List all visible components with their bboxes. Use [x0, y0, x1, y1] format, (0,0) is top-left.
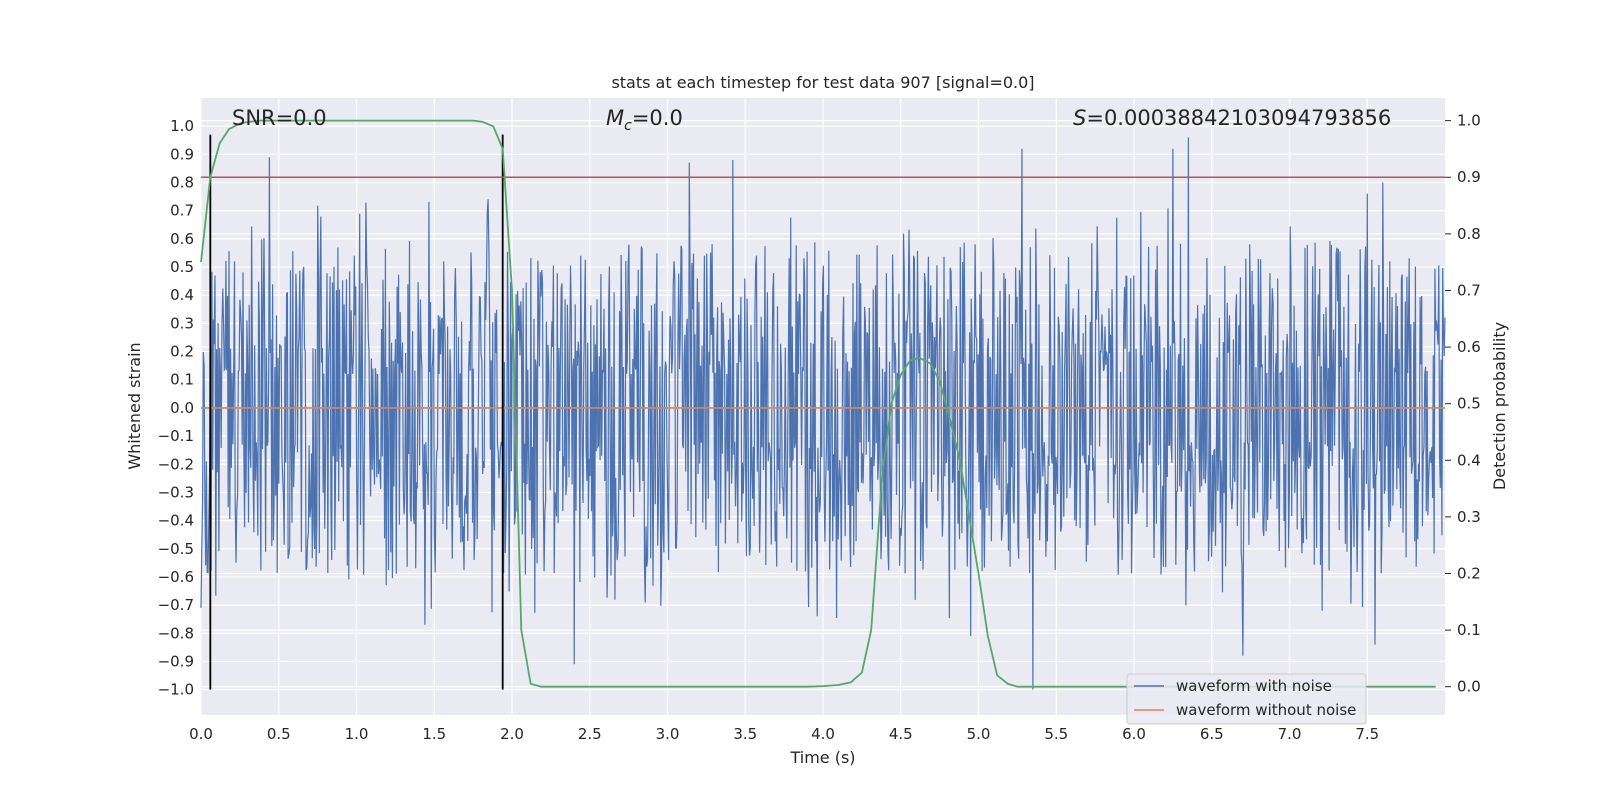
y-tick-label: −0.9: [158, 652, 194, 670]
x-tick-label: 0.0: [189, 725, 213, 743]
probability-line: [200, 119, 1436, 688]
x-tick-label: 2.0: [500, 725, 524, 743]
y-axis-label: Whitened strain: [125, 342, 144, 469]
y-tick-label: −0.8: [158, 624, 194, 642]
x-tick-label: 3.0: [656, 725, 680, 743]
y-tick-label: −1.0: [158, 681, 194, 699]
x-tick-label: 2.5: [578, 725, 602, 743]
y-tick-label: −0.7: [158, 596, 194, 614]
x-tick-label: 5.0: [967, 725, 991, 743]
legend-box: [1126, 673, 1367, 725]
x-tick-label: 6.0: [1122, 725, 1146, 743]
y2-tick-label: 0.9: [1457, 168, 1481, 186]
snr-annotation: SNR=0.0: [232, 106, 327, 130]
x-tick-label: 7.5: [1355, 725, 1379, 743]
score-annotation: S=0.00038842103094793856: [1073, 106, 1391, 130]
x-tick-label: 1.0: [345, 725, 369, 743]
y-tick-label: 0.5: [170, 258, 194, 276]
chirp-mass-symbol: M: [606, 106, 624, 130]
x-tick-label: 6.5: [1200, 725, 1224, 743]
y-tick-label: 1.0: [170, 117, 194, 135]
x-tick-label: 4.5: [889, 725, 913, 743]
y-axis-ticks: 1.0 0.9 0.8 0.7 0.6 0.5 0.4 0.3 0.2 0.1 0.0 −0.1 −0.…: [158, 117, 194, 698]
y-tick-label: −0.2: [158, 455, 194, 473]
x-tick-label: 7.0: [1278, 725, 1302, 743]
x-axis-label: Time (s): [789, 748, 855, 767]
chart-title: stats at each timestep for test data 907…: [611, 73, 1034, 92]
x-axis-ticks: 0.0 0.5 1.0 1.5 2.0 2.5 3.0 3.5 4.0 4.5 5.0 5.5 6.0 6…: [189, 725, 1379, 743]
y-tick-label: 0.6: [170, 230, 194, 248]
y2-tick-label: 0.7: [1457, 281, 1481, 299]
y2-tick-label: 0.6: [1457, 338, 1481, 356]
chirp-mass-value: =0.0: [632, 106, 683, 130]
chirp-mass-subscript: c: [624, 118, 632, 134]
y2-axis-ticks: 1.0 0.9 0.8 0.7 0.6 0.5 0.4 0.3 0.2 0.1 0.0: [1445, 112, 1481, 696]
y2-tick-label: 0.4: [1457, 451, 1481, 469]
y-tick-label: −0.3: [158, 483, 194, 501]
series-waveform-with-noise: [200, 137, 1446, 690]
y2-tick-label: 0.8: [1457, 225, 1481, 243]
score-value: =0.00038842103094793856: [1086, 106, 1391, 130]
y-tick-label: 0.1: [170, 371, 194, 389]
y2-tick-label: 0.2: [1457, 564, 1481, 582]
x-tick-label: 1.5: [422, 725, 446, 743]
vertical-markers: [209, 134, 504, 690]
y-tick-label: 0.0: [170, 399, 194, 417]
score-symbol: S: [1073, 106, 1086, 130]
y2-axis-label: Detection probability: [1490, 322, 1509, 490]
x-tick-label: 4.0: [811, 725, 835, 743]
legend-label-noise: waveform with noise: [1176, 677, 1332, 695]
y-tick-label: −0.5: [158, 540, 194, 558]
y-tick-label: 0.9: [170, 145, 194, 163]
y-tick-label: 0.7: [170, 202, 194, 220]
y2-tick-label: 0.5: [1457, 395, 1481, 413]
y-tick-label: 0.8: [170, 174, 194, 192]
y2-tick-label: 0.1: [1457, 621, 1481, 639]
y-tick-label: 0.3: [170, 314, 194, 332]
y-tick-label: 0.2: [170, 343, 194, 361]
noise-trace: [200, 137, 1446, 690]
y2-tick-label: 0.3: [1457, 508, 1481, 526]
x-tick-label: 3.5: [733, 725, 757, 743]
y-tick-label: −0.1: [158, 427, 194, 445]
legend: waveform with noise waveform without noi…: [1126, 673, 1367, 725]
y-tick-label: −0.6: [158, 568, 194, 586]
x-tick-label: 5.5: [1044, 725, 1068, 743]
chirp-mass-annotation: Mc=0.0: [606, 106, 683, 134]
y2-tick-label: 1.0: [1457, 112, 1481, 130]
series-detection-probability: [200, 119, 1436, 688]
x-tick-label: 0.5: [267, 725, 291, 743]
y-tick-label: 0.4: [170, 286, 194, 304]
y2-tick-label: 0.0: [1457, 678, 1481, 696]
legend-label-clean: waveform without noise: [1176, 701, 1356, 719]
y-tick-label: −0.4: [158, 512, 194, 530]
